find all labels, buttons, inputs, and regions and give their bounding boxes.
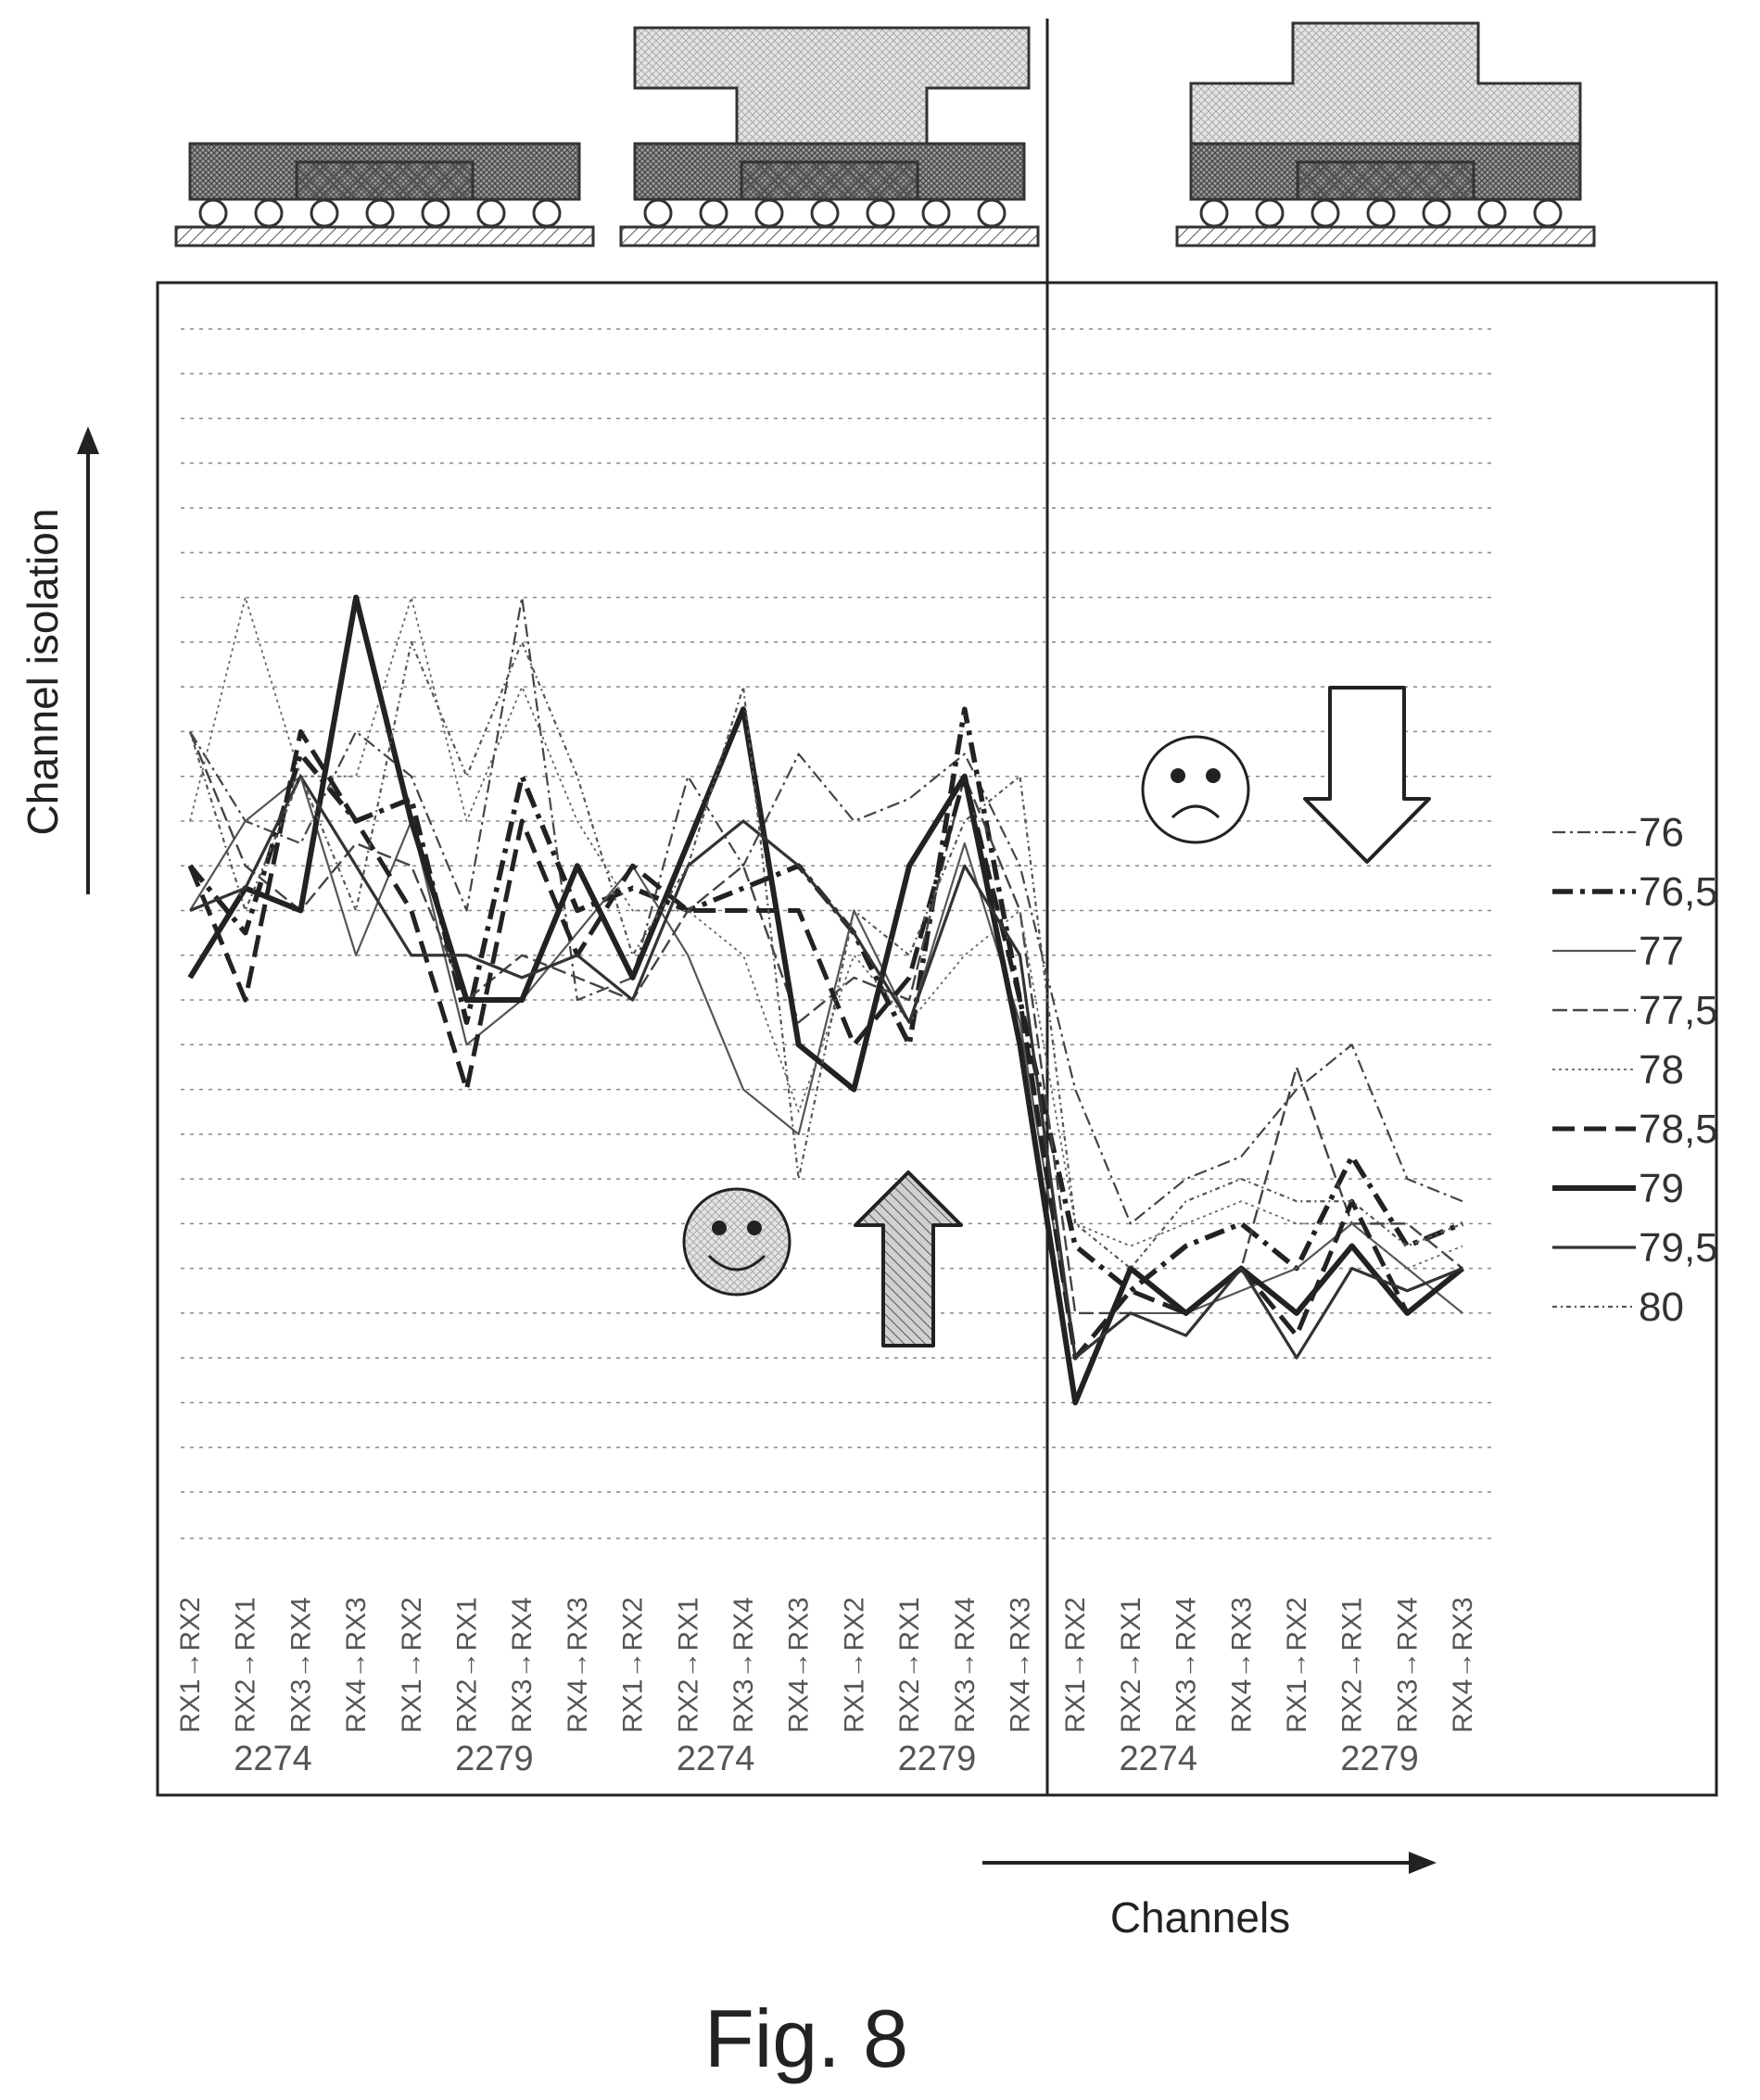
y-axis-title: Channel isolation — [19, 509, 67, 836]
x-tick-label: RX1→RX2 — [1060, 1597, 1091, 1733]
x-tick-label: RX1→RX2 — [397, 1597, 427, 1733]
frowning-face-icon — [1141, 735, 1250, 844]
x-axis-arrow — [982, 1852, 1437, 1874]
x-tick-label: RX1→RX2 — [1282, 1597, 1312, 1733]
x-tick-label: RX2→RX1 — [452, 1597, 483, 1733]
series-line — [189, 596, 1463, 1270]
legend-item: 78 — [1552, 1047, 1684, 1093]
legend-item: 76 — [1552, 810, 1684, 855]
series-layer — [187, 594, 1464, 1406]
x-tick-label: RX4→RX3 — [341, 1597, 372, 1733]
legend-item: 80 — [1552, 1284, 1684, 1330]
legend-item: 76,5 — [1552, 869, 1718, 915]
package-cross-section-icon — [174, 142, 595, 247]
legend-label: 79 — [1639, 1166, 1684, 1211]
x-tick-label: RX3→RX4 — [507, 1597, 538, 1733]
x-tick-label: RX2→RX1 — [894, 1597, 925, 1733]
x-group-label: 2274 — [234, 1739, 312, 1778]
series-77 — [189, 775, 1463, 1360]
x-tick-label: RX2→RX1 — [1337, 1597, 1368, 1733]
legend-item: 79,5 — [1552, 1225, 1718, 1271]
x-tick-label: RX3→RX4 — [1392, 1597, 1423, 1733]
legend-item: 77 — [1552, 929, 1684, 974]
x-axis-title: Channels — [1110, 1893, 1290, 1942]
series-line — [188, 730, 1463, 1337]
x-group-labels: 2274 2279 2274 2279 2274 2279 — [234, 1739, 1419, 1778]
down-arrow-icon — [1303, 686, 1431, 864]
x-tick-label: RX2→RX1 — [1116, 1597, 1146, 1733]
legend-label: 77,5 — [1639, 988, 1718, 1033]
x-tick-labels: RX1→RX2 RX2→RX1 RX3→RX4 RX4→RX3 RX1→RX2 RX2→R… — [175, 1597, 1478, 1733]
x-tick-label: RX3→RX4 — [1171, 1597, 1202, 1733]
legend-label: 78 — [1639, 1047, 1684, 1093]
x-tick-label: RX4→RX3 — [1006, 1597, 1036, 1733]
plot-frame — [156, 281, 1718, 1797]
legend-label: 76 — [1639, 810, 1684, 855]
smiley-face-icon — [682, 1187, 791, 1297]
up-arrow-icon — [854, 1170, 963, 1347]
legend-label: 76,5 — [1639, 869, 1718, 915]
x-tick-label: RX4→RX3 — [1226, 1597, 1257, 1733]
x-tick-label: RX4→RX3 — [563, 1597, 593, 1733]
x-group-label: 2279 — [1340, 1739, 1419, 1778]
x-tick-label: RX1→RX2 — [618, 1597, 649, 1733]
series-76-5 — [187, 706, 1464, 1294]
series-79 — [187, 594, 1464, 1406]
x-tick-label: RX1→RX2 — [175, 1597, 206, 1733]
package-with-heatsink-icon — [619, 26, 1040, 247]
series-line — [189, 775, 1463, 1360]
x-group-label: 2279 — [455, 1739, 534, 1778]
series-line — [188, 640, 1463, 1270]
x-tick-label: RX2→RX1 — [231, 1597, 261, 1733]
legend-item: 79 — [1552, 1166, 1684, 1211]
x-tick-label: RX1→RX2 — [839, 1597, 869, 1733]
x-group-label: 2279 — [898, 1739, 977, 1778]
x-tick-label: RX3→RX4 — [285, 1597, 316, 1733]
series-line — [189, 775, 1463, 1360]
x-tick-label: RX2→RX1 — [673, 1597, 703, 1733]
legend-label: 80 — [1639, 1284, 1684, 1330]
x-tick-label: RX4→RX3 — [784, 1597, 815, 1733]
series-79-5 — [189, 775, 1463, 1360]
series-line — [187, 706, 1464, 1294]
legend: 76 76,5 77 77,5 78 78,5 79 79,5 80 — [1552, 810, 1718, 1330]
series-line — [187, 728, 1464, 1360]
legend-label: 78,5 — [1639, 1107, 1718, 1152]
series-77-5 — [188, 730, 1463, 1337]
y-axis-arrow — [77, 426, 99, 894]
legend-item: 78,5 — [1552, 1107, 1718, 1152]
x-tick-label: RX3→RX4 — [728, 1597, 759, 1733]
series-78-5 — [187, 728, 1464, 1360]
series-line — [187, 594, 1464, 1406]
series-80 — [188, 640, 1463, 1270]
x-tick-label: RX4→RX3 — [1448, 1597, 1478, 1733]
legend-label: 77 — [1639, 929, 1684, 974]
series-78 — [189, 596, 1463, 1270]
x-group-label: 2274 — [1119, 1739, 1197, 1778]
x-group-label: 2274 — [677, 1739, 755, 1778]
figure-caption: Fig. 8 — [704, 1992, 908, 2084]
legend-item: 77,5 — [1552, 988, 1718, 1033]
x-tick-label: RX3→RX4 — [950, 1597, 981, 1733]
legend-label: 79,5 — [1639, 1225, 1718, 1271]
package-with-integrated-lid-icon — [1175, 21, 1596, 247]
